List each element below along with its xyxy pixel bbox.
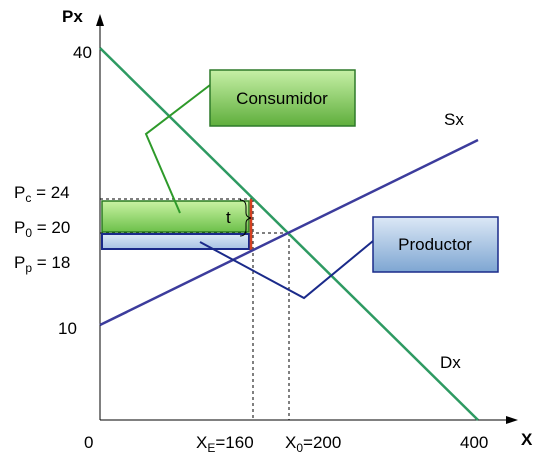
consumer-callout-label: Consumidor — [236, 89, 328, 108]
price-equilibrium-label: P0 = 20 — [14, 218, 70, 240]
x-tick-400: 400 — [460, 433, 488, 452]
x-axis-arrow-icon — [506, 416, 518, 424]
tax-label: t — [226, 208, 231, 227]
y-tick-10: 10 — [58, 319, 77, 338]
price-producer-label: Pp = 18 — [14, 253, 70, 275]
axes — [96, 14, 518, 424]
y-axis-arrow-icon — [96, 14, 104, 26]
tax-brace-icon — [239, 199, 252, 237]
x-axis-title: X — [521, 430, 533, 449]
consumer-callout-pointer — [144, 81, 215, 214]
quantity-tax-label: XE=160 — [196, 433, 254, 455]
supply-curve — [99, 138, 479, 327]
y-axis-title: Px — [62, 7, 83, 26]
origin-label: 0 — [84, 433, 93, 452]
producer-callout-label: Productor — [398, 235, 472, 254]
producer-callout: Productor — [372, 216, 499, 273]
producer-callout-pointer — [199, 240, 374, 300]
producer-tax-bar — [101, 233, 250, 250]
demand-label: Dx — [440, 353, 461, 372]
price-consumer-label: Pc = 24 — [14, 183, 70, 205]
quantity-equilibrium-label: X0=200 — [285, 433, 341, 455]
supply-label: Sx — [444, 110, 464, 129]
y-tick-40: 40 — [73, 43, 92, 62]
demand-curve — [99, 47, 479, 421]
consumer-callout: Consumidor — [209, 69, 356, 127]
